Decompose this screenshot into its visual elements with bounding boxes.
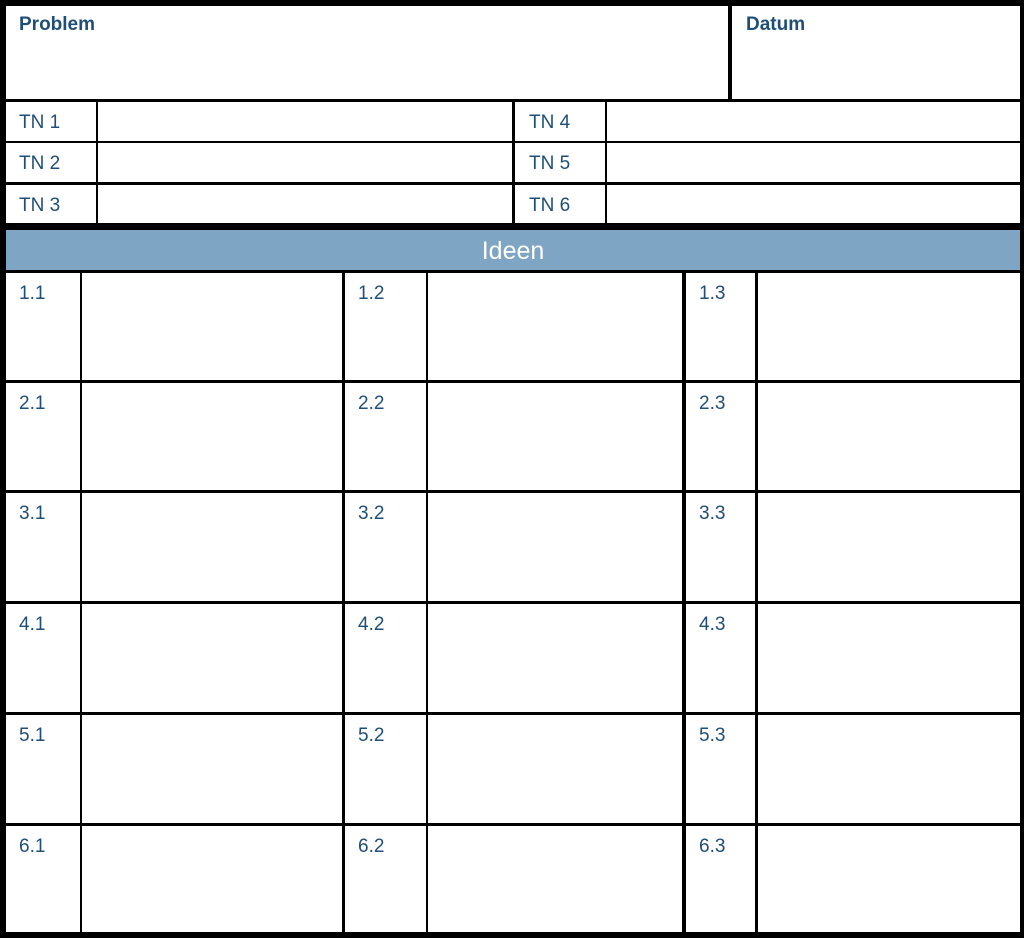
idea-text-field[interactable] (82, 826, 342, 932)
participant-label-cell: TN 5 (515, 143, 605, 182)
idea-text-field[interactable] (82, 493, 342, 601)
idea-text-field[interactable] (758, 715, 1020, 823)
idea-number: 5.2 (358, 725, 385, 746)
idea-text-field[interactable] (428, 493, 682, 601)
idea-number: 2.3 (699, 393, 726, 414)
idea-number-cell: 5.1 (6, 715, 80, 823)
idea-number-cell: 4.1 (6, 604, 80, 712)
participant-name-field[interactable] (98, 102, 512, 141)
idea-number-cell: 3.2 (345, 493, 426, 601)
participant-label: TN 4 (529, 112, 571, 133)
idea-number-cell: 1.2 (345, 273, 426, 380)
idea-number: 3.1 (19, 503, 46, 524)
participant-label-cell: TN 6 (515, 185, 605, 223)
participant-label-cell: TN 1 (6, 102, 96, 141)
participant-label-cell: TN 2 (6, 143, 96, 182)
idea-number: 1.2 (358, 283, 385, 304)
idea-text-field[interactable] (82, 383, 342, 490)
idea-text-field[interactable] (82, 604, 342, 712)
idea-number: 1.1 (19, 283, 46, 304)
participant-label: TN 1 (19, 112, 61, 133)
idea-text-field[interactable] (428, 383, 682, 490)
idea-text-field[interactable] (428, 715, 682, 823)
problem-field[interactable]: Problem (6, 6, 728, 99)
participant-label: TN 3 (19, 195, 61, 216)
idea-number-cell: 5.2 (345, 715, 426, 823)
date-field[interactable]: Datum (732, 6, 1020, 99)
idea-number-cell: 6.1 (6, 826, 80, 932)
idea-number-cell: 2.2 (345, 383, 426, 490)
participant-label: TN 6 (529, 195, 571, 216)
idea-number-cell: 3.3 (686, 493, 755, 601)
idea-number-cell: 6.3 (686, 826, 755, 932)
idea-number-cell: 3.1 (6, 493, 80, 601)
idea-text-field[interactable] (758, 493, 1020, 601)
idea-number: 4.2 (358, 614, 385, 635)
participant-label-cell: TN 4 (515, 102, 605, 141)
idea-number: 2.2 (358, 393, 385, 414)
participant-label-cell: TN 3 (6, 185, 96, 223)
idea-number-cell: 4.2 (345, 604, 426, 712)
participant-name-field[interactable] (607, 185, 1020, 223)
idea-number: 3.3 (699, 503, 726, 524)
idea-number-cell: 2.3 (686, 383, 755, 490)
participant-label: TN 5 (529, 153, 571, 174)
idea-number-cell: 1.3 (686, 273, 755, 380)
idea-text-field[interactable] (758, 604, 1020, 712)
idea-text-field[interactable] (428, 826, 682, 932)
participant-name-field[interactable] (607, 143, 1020, 182)
idea-number-cell: 5.3 (686, 715, 755, 823)
idea-text-field[interactable] (428, 273, 682, 380)
idea-text-field[interactable] (428, 604, 682, 712)
idea-text-field[interactable] (82, 273, 342, 380)
idea-number-cell: 6.2 (345, 826, 426, 932)
participant-label: TN 2 (19, 153, 61, 174)
ideas-header: Ideen (6, 230, 1020, 270)
idea-number: 6.3 (699, 836, 726, 857)
idea-number-cell: 4.3 (686, 604, 755, 712)
idea-number-cell: 2.1 (6, 383, 80, 490)
idea-number: 6.2 (358, 836, 385, 857)
idea-text-field[interactable] (82, 715, 342, 823)
idea-number: 5.1 (19, 725, 46, 746)
idea-number: 2.1 (19, 393, 46, 414)
idea-number: 4.1 (19, 614, 46, 635)
date-label: Datum (746, 14, 806, 35)
participant-name-field[interactable] (607, 102, 1020, 141)
problem-label: Problem (19, 14, 96, 35)
idea-number: 1.3 (699, 283, 726, 304)
idea-text-field[interactable] (758, 273, 1020, 380)
idea-text-field[interactable] (758, 383, 1020, 490)
idea-text-field[interactable] (758, 826, 1020, 932)
idea-number: 5.3 (699, 725, 726, 746)
idea-number-cell: 1.1 (6, 273, 80, 380)
idea-number: 4.3 (699, 614, 726, 635)
participant-name-field[interactable] (98, 185, 512, 223)
idea-number: 6.1 (19, 836, 46, 857)
participant-name-field[interactable] (98, 143, 512, 182)
idea-number: 3.2 (358, 503, 385, 524)
